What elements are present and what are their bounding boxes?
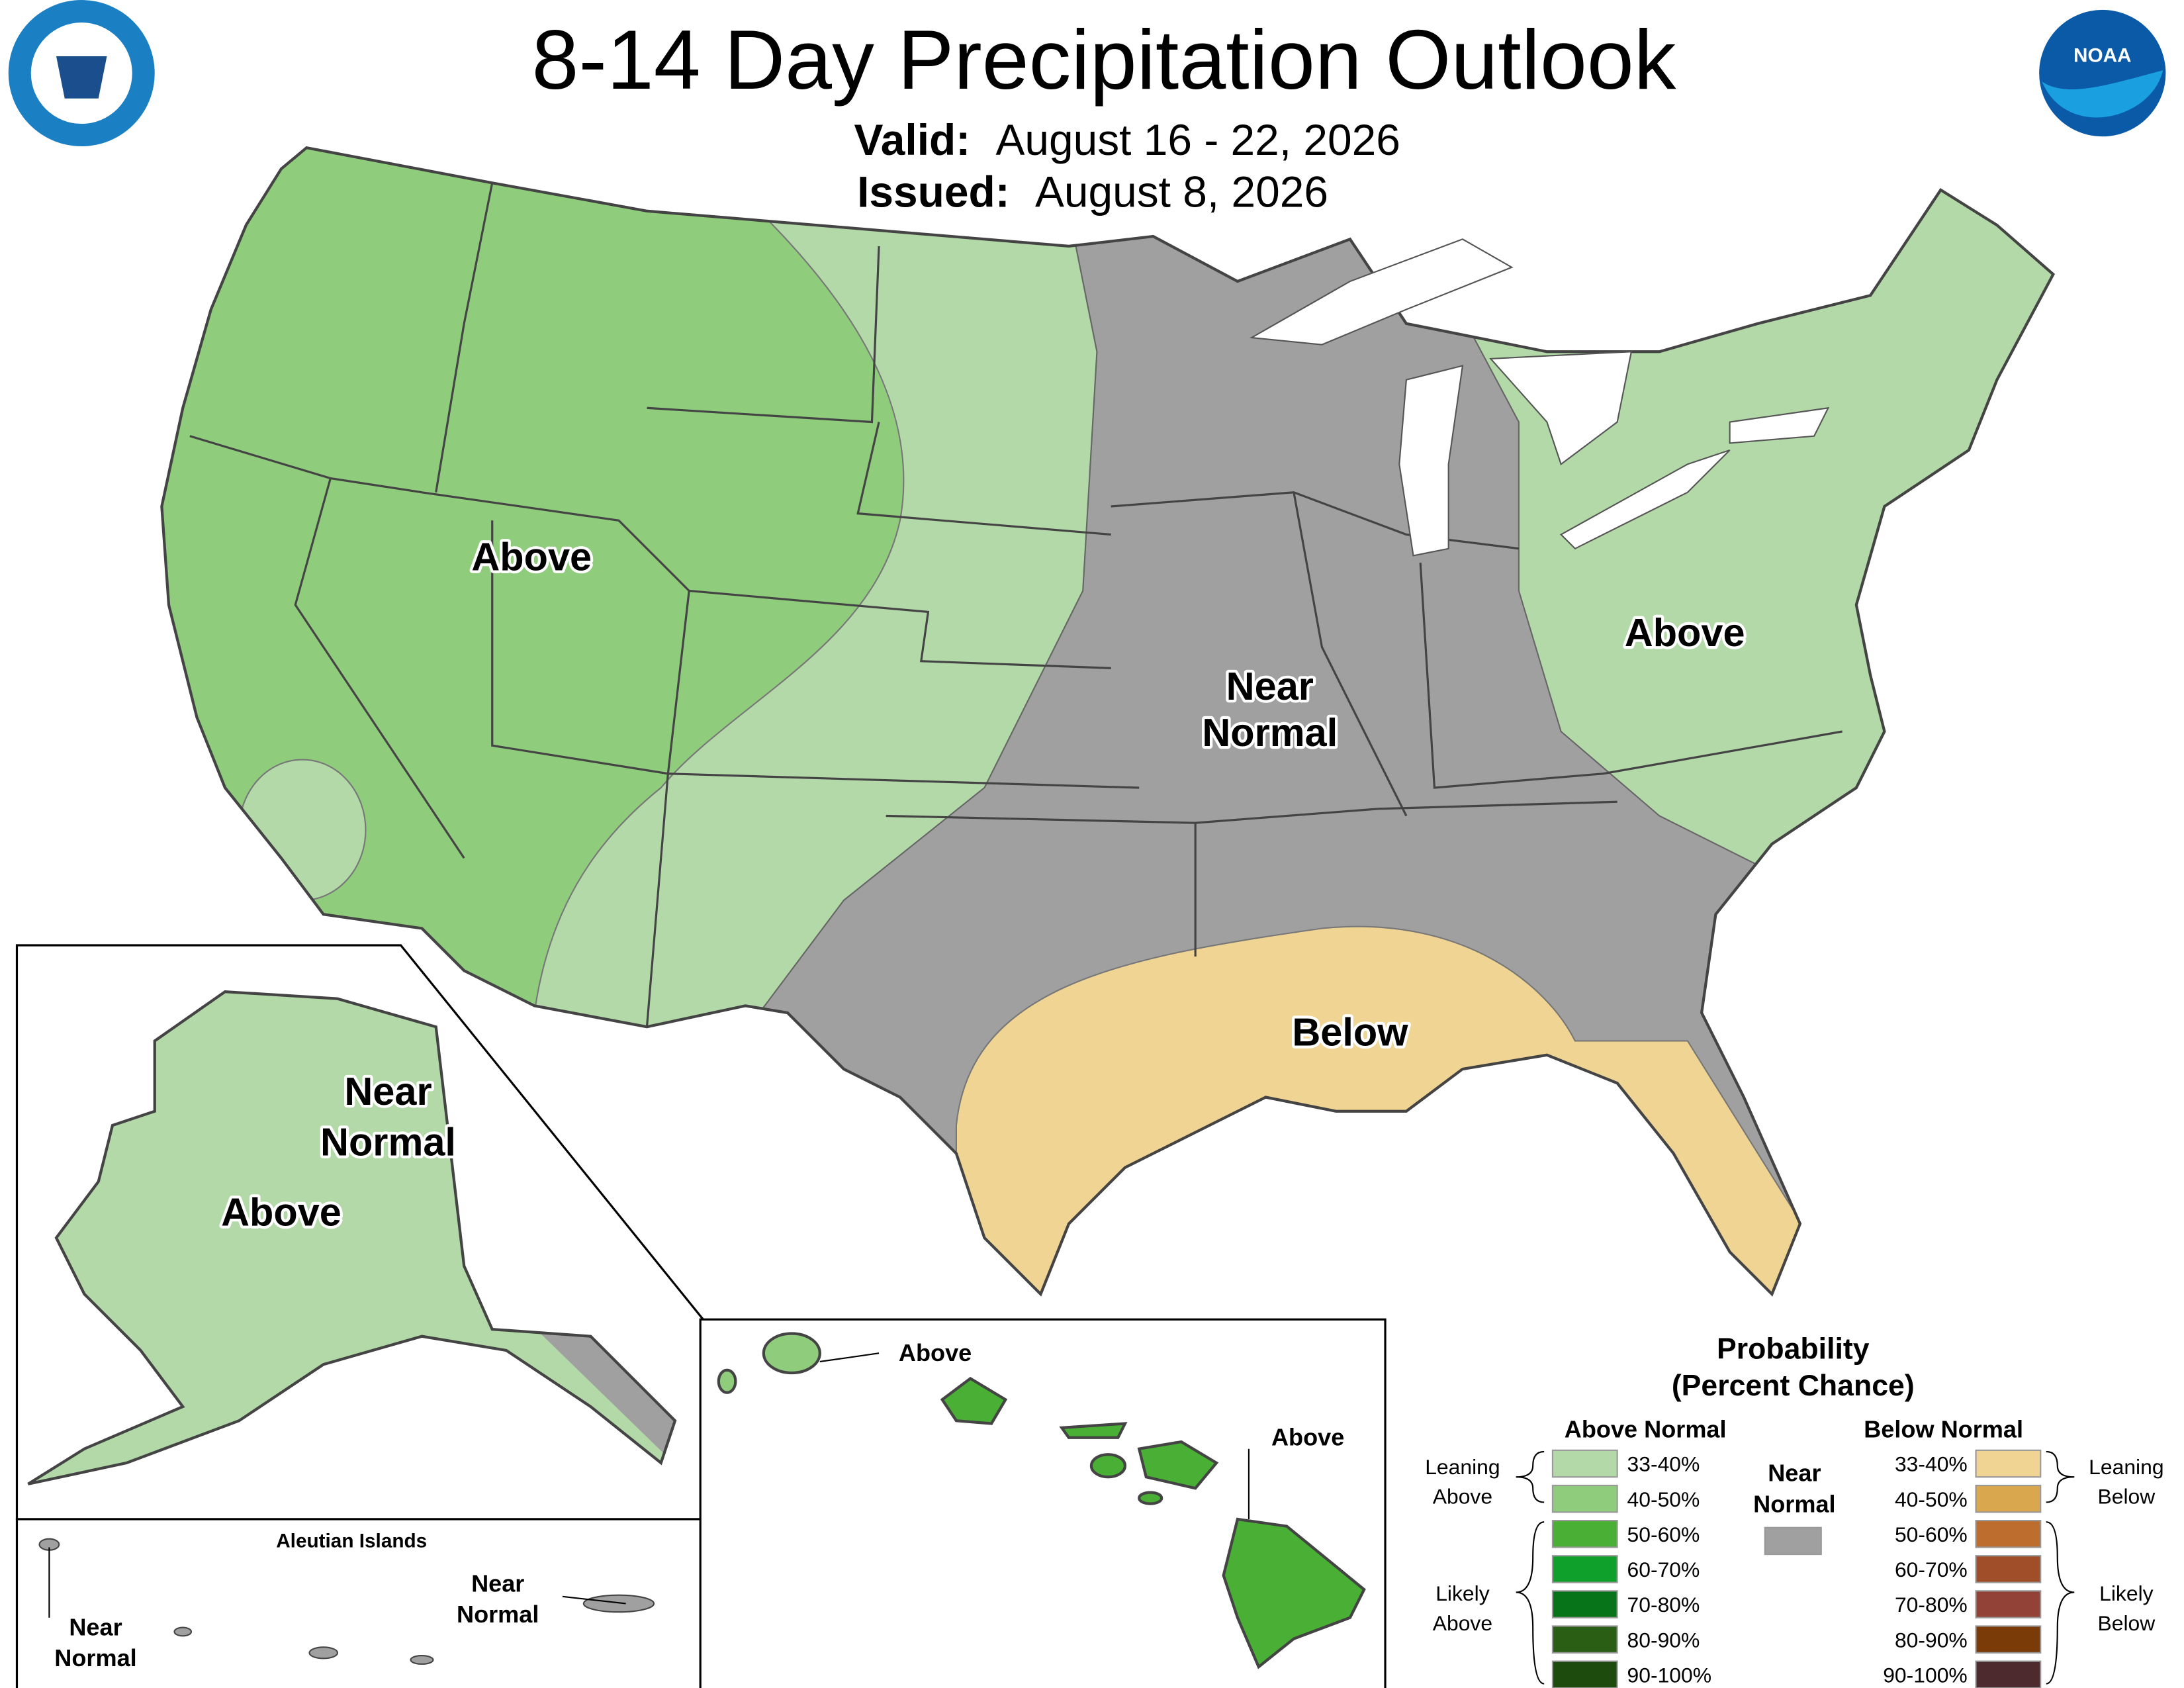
region-label: Above [221, 1190, 341, 1235]
valid-label: Valid: [854, 115, 971, 164]
legend-label: 33-40% [1895, 1452, 1968, 1476]
region-label: Above [899, 1339, 972, 1366]
bracket-label: Leaning [1425, 1455, 1500, 1479]
legend-swatch [1551, 1484, 1618, 1513]
noaa-logo: NOAA [2039, 9, 2166, 137]
legend-label: 70-80% [1627, 1593, 1700, 1617]
region-label: Near [1226, 664, 1314, 708]
legend-swatch [1551, 1449, 1618, 1478]
legend-label: 70-80% [1895, 1593, 1968, 1617]
region-label: Above [1271, 1423, 1344, 1450]
legend-swatch [1975, 1484, 2042, 1513]
legend-label: 80-90% [1627, 1628, 1700, 1652]
bracket-label: Leaning [2089, 1455, 2163, 1479]
bracket-label: Likely [2099, 1581, 2154, 1605]
state-borders [189, 182, 1843, 1027]
bracket-label: Above [1433, 1485, 1492, 1509]
region-label: Near [344, 1069, 432, 1113]
legend-swatch [1975, 1625, 2042, 1654]
doc-logo [8, 0, 155, 147]
legend-swatch [1975, 1660, 2042, 1688]
noaa-text: NOAA [2073, 45, 2132, 67]
region-label: Near [69, 1613, 122, 1640]
legend-bracket [1516, 1450, 1545, 1503]
legend-label: 80-90% [1895, 1628, 1968, 1652]
legend-title: Probability [1717, 1333, 1870, 1366]
legend-bracket [2046, 1450, 2075, 1503]
alaska-inset [15, 944, 705, 1688]
region-label: Normal [457, 1601, 539, 1628]
legend-label: 33-40% [1627, 1452, 1700, 1476]
legend-label: 90-100% [1883, 1663, 1968, 1687]
legend-label: 90-100% [1627, 1663, 1712, 1687]
legend-swatch [1551, 1625, 1618, 1654]
great-lakes [1249, 238, 1830, 557]
legend-title: (Percent Chance) [1672, 1370, 1915, 1402]
region-label: Near [471, 1570, 524, 1597]
legend-swatch [1975, 1590, 2042, 1618]
legend-label: 40-50% [1895, 1487, 1968, 1511]
legend-label: 40-50% [1627, 1487, 1700, 1511]
bracket-label: Above [1433, 1611, 1492, 1635]
legend-swatch [1551, 1555, 1618, 1583]
bracket-label: Likely [1435, 1581, 1490, 1605]
legend-label: 60-70% [1627, 1558, 1700, 1581]
valid-dates: August 16 - 22, 2026 [995, 115, 1400, 164]
region-label: Normal [1202, 710, 1338, 755]
legend-bracket [1516, 1521, 1545, 1685]
legend-swatch [1975, 1555, 2042, 1583]
hawaii-inset [699, 1318, 1387, 1688]
legend-near-label: Normal [1753, 1490, 1835, 1517]
legend-swatch [1764, 1526, 1822, 1556]
inset-title: Aleutian Islands [276, 1530, 427, 1552]
bracket-label: Below [2097, 1611, 2156, 1635]
title: 8-14 Day Precipitation Outlook [532, 13, 1676, 107]
legend-header: Below Normal [1864, 1416, 2023, 1443]
legend-swatch [1551, 1520, 1618, 1548]
legend-swatch [1975, 1449, 2042, 1478]
region-label: Below [1292, 1010, 1408, 1055]
legend-swatch [1551, 1660, 1618, 1688]
legend-bracket [2046, 1521, 2075, 1685]
legend-label: 50-60% [1627, 1523, 1700, 1546]
bracket-label: Below [2097, 1485, 2156, 1509]
us-outline [160, 146, 2056, 1297]
issued-date: August 8, 2026 [1035, 167, 1328, 216]
legend-near-label: Near [1768, 1460, 1821, 1487]
region-label: Normal [320, 1119, 456, 1164]
region-label: Above [1625, 610, 1745, 655]
legend-swatch [1975, 1520, 2042, 1548]
legend-label: 50-60% [1895, 1523, 1968, 1546]
legend-label: 60-70% [1895, 1558, 1968, 1581]
legend-header: Above Normal [1565, 1416, 1727, 1443]
legend-swatch [1551, 1590, 1618, 1618]
issued-label: Issued: [857, 167, 1010, 216]
region-label: Normal [54, 1644, 136, 1671]
region-label: Above [471, 534, 592, 579]
